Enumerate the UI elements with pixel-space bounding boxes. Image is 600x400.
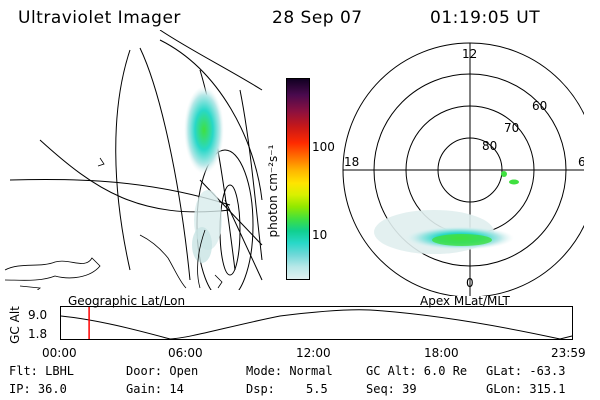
colorbar-tick-10: 10: [312, 228, 328, 242]
altitude-xtick-2: 12:00: [296, 346, 331, 360]
gc-alt-readout: GC Alt: 6.0 Re: [366, 364, 468, 378]
filter-readout: Flt: LBHL: [9, 364, 75, 378]
dsp-value: 5.5: [306, 382, 328, 396]
seq-readout: Seq: 39: [366, 382, 417, 396]
lat-label-60: 60: [532, 99, 547, 113]
geo-caption: Geographic Lat/Lon: [68, 294, 186, 308]
mlt-label-18: 18: [344, 155, 359, 169]
colorbar-tick-100: 100: [312, 140, 335, 154]
gain-readout: Gain: 14: [126, 382, 184, 396]
lat-label-80: 80: [482, 139, 497, 153]
mlt-label-6: 6: [578, 155, 584, 169]
altitude-xtick-3: 18:00: [424, 346, 459, 360]
mlt-label-0: 0: [466, 276, 474, 290]
mode-readout: Mode: Normal: [246, 364, 333, 378]
colorbar: [286, 78, 310, 280]
colorbar-unit-label: photon cm⁻²s⁻¹: [266, 144, 280, 238]
observation-time: 01:19:05 UT: [430, 8, 541, 28]
observation-date: 28 Sep 07: [272, 8, 363, 28]
altitude-xtick-0: 00:00: [42, 346, 77, 360]
glat-readout: GLat: -63.3: [486, 364, 566, 378]
polar-caption: Apex MLat/MLT: [420, 294, 510, 308]
polar-plot: 12 18 6 0 60 70 80: [342, 42, 584, 296]
lat-label-70: 70: [504, 121, 519, 135]
geographic-map: [4, 30, 263, 290]
mlt-label-12: 12: [462, 47, 477, 61]
altitude-xtick-4: 23:59: [551, 346, 586, 360]
altitude-xtick-1: 06:00: [168, 346, 203, 360]
instrument-title: Ultraviolet Imager: [18, 8, 181, 28]
ip-readout: IP: 36.0: [9, 382, 67, 396]
door-readout: Door: Open: [126, 364, 199, 378]
glon-readout: GLon: 315.1: [486, 382, 566, 396]
altitude-ytick-low: 1.8: [28, 327, 48, 341]
altitude-ylabel: GC Alt: [8, 306, 22, 344]
altitude-plot: [60, 306, 573, 340]
dsp-label: Dsp:: [246, 382, 275, 396]
altitude-ytick-high: 9.0: [28, 308, 48, 322]
